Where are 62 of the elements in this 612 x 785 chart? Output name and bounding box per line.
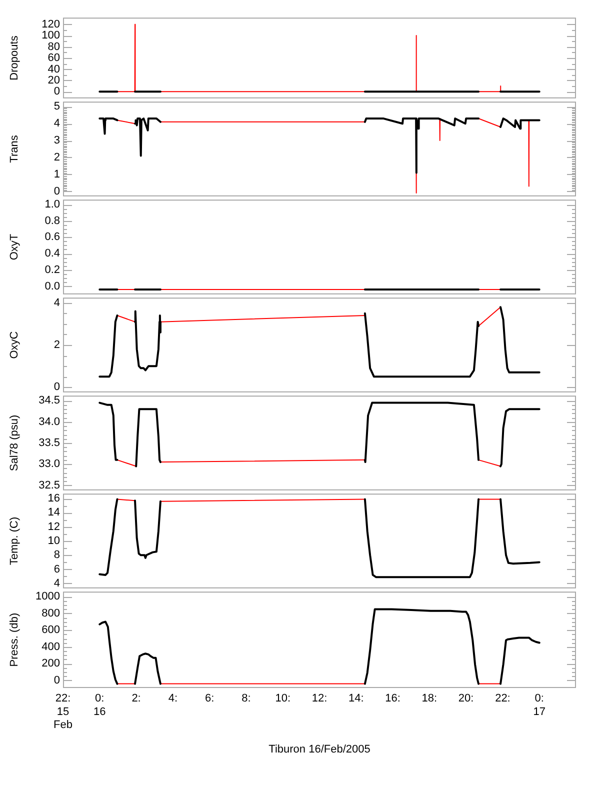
x-tick-label: 12: bbox=[312, 692, 328, 705]
y-axis-title: Dropouts bbox=[8, 35, 21, 80]
y-tick-label: 200 bbox=[42, 658, 60, 670]
y-tick-label: 0.4 bbox=[44, 248, 60, 260]
y-tick-label: 8 bbox=[54, 549, 60, 562]
y-tick-label: 14 bbox=[48, 506, 60, 519]
y-tick-label: 2 bbox=[54, 339, 60, 352]
y-tick-label: 800 bbox=[42, 607, 60, 620]
y-tick-label: 120 bbox=[42, 18, 60, 30]
x-tick-label: 0: 16 bbox=[94, 692, 106, 718]
x-tick-label: 20: bbox=[458, 692, 474, 705]
y-axis-title: Sal78 (psu) bbox=[8, 414, 21, 472]
y-tick-label: 4 bbox=[54, 296, 60, 309]
y-tick-label: 34.0 bbox=[38, 416, 60, 428]
y-tick-label: 60 bbox=[48, 52, 60, 64]
y-tick-label: 34.5 bbox=[38, 394, 60, 407]
x-tick-label: 18: bbox=[422, 692, 438, 705]
x-tick-label: 2: bbox=[132, 692, 141, 705]
y-tick-label: 4 bbox=[54, 577, 60, 590]
y-tick-label: 0.8 bbox=[44, 214, 60, 227]
y-tick-label: 12 bbox=[48, 520, 60, 533]
y-tick-label: 100 bbox=[42, 30, 60, 42]
x-tick-label: 4: bbox=[168, 692, 178, 705]
y-tick-label: 2 bbox=[54, 151, 60, 164]
y-axis-title: Temp. (C) bbox=[8, 516, 21, 566]
y-axis-title: Trans bbox=[8, 134, 21, 163]
y-tick-label: 16 bbox=[48, 492, 60, 505]
y-tick-label: 1.0 bbox=[44, 198, 60, 211]
x-tick-label: 14: bbox=[348, 692, 364, 705]
y-tick-label: 6 bbox=[54, 563, 60, 576]
y-tick-label: 0.6 bbox=[44, 231, 60, 244]
x-tick-label: 22: 15 Feb bbox=[54, 692, 72, 732]
y-tick-label: 10 bbox=[48, 535, 60, 548]
y-tick-label: 33.0 bbox=[38, 458, 60, 470]
x-tick-label: 10: bbox=[275, 692, 291, 705]
x-tick-label: 16: bbox=[385, 692, 400, 705]
x-tick-label: 22: bbox=[495, 692, 510, 705]
y-tick-label: 3 bbox=[54, 134, 60, 147]
y-tick-label: 0.0 bbox=[44, 280, 60, 292]
y-tick-label: 4 bbox=[54, 118, 60, 130]
y-tick-label: 80 bbox=[48, 40, 60, 53]
y-tick-label: 0 bbox=[54, 185, 60, 198]
x-axis-title: Tiburon 16/Feb/2005 bbox=[268, 743, 370, 756]
x-tick-label: 0: 17 bbox=[533, 692, 546, 718]
y-axis-title: OxyT bbox=[8, 234, 21, 260]
y-tick-label: 1000 bbox=[36, 590, 60, 603]
y-tick-label: 1 bbox=[54, 168, 60, 180]
y-tick-label: 0.2 bbox=[44, 264, 60, 276]
y-tick-label: 32.5 bbox=[38, 479, 60, 492]
y-tick-label: 33.5 bbox=[38, 437, 60, 450]
y-tick-label: 400 bbox=[42, 640, 60, 653]
y-tick-label: 600 bbox=[42, 624, 60, 636]
x-tick-label: 8: bbox=[242, 692, 251, 705]
y-tick-label: 20 bbox=[48, 74, 60, 86]
y-tick-label: 0 bbox=[54, 381, 60, 394]
y-tick-label: 0 bbox=[54, 86, 60, 98]
y-tick-label: 40 bbox=[48, 63, 60, 76]
y-axis-title: Press. (db) bbox=[8, 612, 21, 667]
y-tick-label: 0 bbox=[54, 674, 60, 686]
y-axis-title: OxyC bbox=[8, 331, 21, 359]
x-tick-label: 6: bbox=[204, 692, 214, 705]
y-tick-label: 5 bbox=[54, 100, 60, 113]
